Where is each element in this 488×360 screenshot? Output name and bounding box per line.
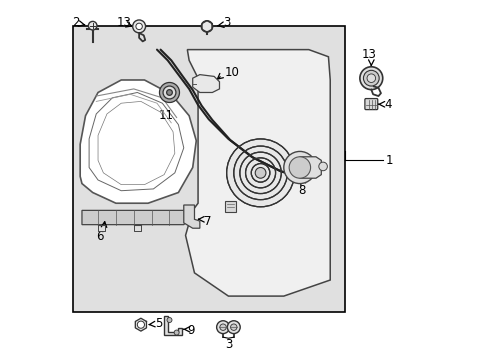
Circle shape: [220, 324, 226, 330]
Text: 8: 8: [297, 184, 305, 197]
Text: 13: 13: [116, 15, 131, 28]
Circle shape: [136, 23, 142, 30]
Text: 6: 6: [96, 230, 103, 243]
Text: 13: 13: [361, 48, 375, 62]
Polygon shape: [164, 316, 182, 336]
Circle shape: [88, 21, 97, 30]
Circle shape: [283, 152, 315, 184]
Circle shape: [137, 321, 144, 328]
Circle shape: [216, 321, 229, 334]
FancyBboxPatch shape: [364, 99, 377, 110]
Text: 3: 3: [223, 16, 230, 29]
Circle shape: [255, 167, 265, 178]
Text: 1: 1: [385, 154, 392, 167]
FancyBboxPatch shape: [73, 26, 344, 312]
Circle shape: [363, 70, 378, 86]
Circle shape: [132, 20, 145, 33]
Circle shape: [174, 330, 179, 335]
Text: 2: 2: [72, 15, 80, 28]
Polygon shape: [183, 205, 200, 228]
Circle shape: [159, 82, 179, 103]
Circle shape: [318, 162, 326, 171]
Text: 10: 10: [224, 66, 239, 79]
Polygon shape: [299, 157, 321, 178]
Circle shape: [227, 321, 240, 334]
Circle shape: [226, 139, 294, 207]
Circle shape: [201, 21, 212, 32]
Polygon shape: [82, 210, 190, 225]
Circle shape: [163, 86, 176, 99]
Circle shape: [359, 67, 382, 90]
Text: 3: 3: [224, 338, 232, 351]
Polygon shape: [80, 80, 196, 203]
Circle shape: [166, 90, 172, 95]
Text: 12: 12: [244, 191, 259, 204]
Text: 9: 9: [187, 324, 194, 337]
Polygon shape: [185, 50, 329, 296]
Circle shape: [288, 157, 310, 178]
Circle shape: [166, 318, 172, 323]
Circle shape: [230, 324, 237, 330]
Polygon shape: [224, 202, 235, 212]
Text: 7: 7: [204, 215, 212, 228]
Polygon shape: [135, 318, 146, 331]
Polygon shape: [192, 75, 219, 93]
Text: 4: 4: [384, 99, 391, 112]
Circle shape: [366, 74, 375, 82]
Text: 11: 11: [158, 109, 173, 122]
Text: 5: 5: [155, 318, 162, 330]
